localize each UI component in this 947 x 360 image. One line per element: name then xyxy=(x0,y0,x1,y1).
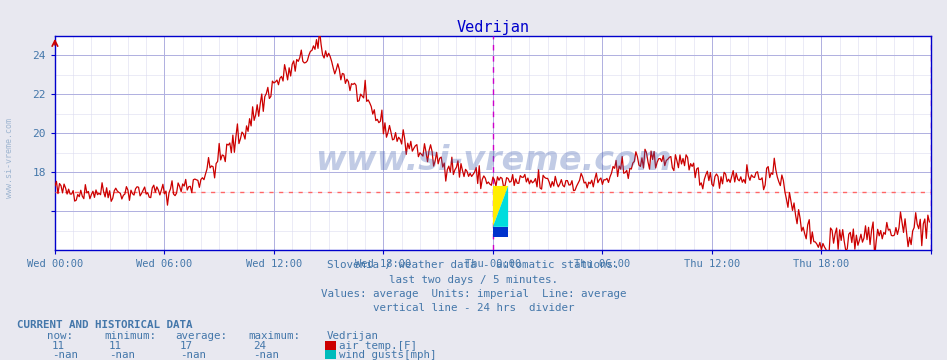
Text: 11: 11 xyxy=(109,341,122,351)
Text: now:: now: xyxy=(47,331,73,341)
Title: Vedrijan: Vedrijan xyxy=(456,20,529,35)
Text: 24: 24 xyxy=(253,341,266,351)
Text: maximum:: maximum: xyxy=(248,331,300,341)
Polygon shape xyxy=(492,186,509,227)
Text: last two days / 5 minutes.: last two days / 5 minutes. xyxy=(389,275,558,285)
Text: Values: average  Units: imperial  Line: average: Values: average Units: imperial Line: av… xyxy=(321,289,626,299)
Text: 11: 11 xyxy=(52,341,65,351)
Text: -nan: -nan xyxy=(253,350,278,360)
Text: air temp.[F]: air temp.[F] xyxy=(339,341,417,351)
Text: 17: 17 xyxy=(180,341,193,351)
Text: www.si-vreme.com: www.si-vreme.com xyxy=(314,144,671,177)
Text: minimum:: minimum: xyxy=(104,331,156,341)
Text: -nan: -nan xyxy=(180,350,205,360)
Text: CURRENT AND HISTORICAL DATA: CURRENT AND HISTORICAL DATA xyxy=(17,320,192,330)
Text: -nan: -nan xyxy=(109,350,134,360)
Text: Slovenia / weather data - automatic stations.: Slovenia / weather data - automatic stat… xyxy=(328,260,619,270)
Text: Vedrijan: Vedrijan xyxy=(327,331,379,341)
Text: vertical line - 24 hrs  divider: vertical line - 24 hrs divider xyxy=(373,303,574,314)
Text: average:: average: xyxy=(175,331,227,341)
Text: wind gusts[mph]: wind gusts[mph] xyxy=(339,350,437,360)
Text: www.si-vreme.com: www.si-vreme.com xyxy=(5,118,14,198)
Text: -nan: -nan xyxy=(52,350,78,360)
Polygon shape xyxy=(492,186,509,227)
Bar xyxy=(492,227,509,237)
